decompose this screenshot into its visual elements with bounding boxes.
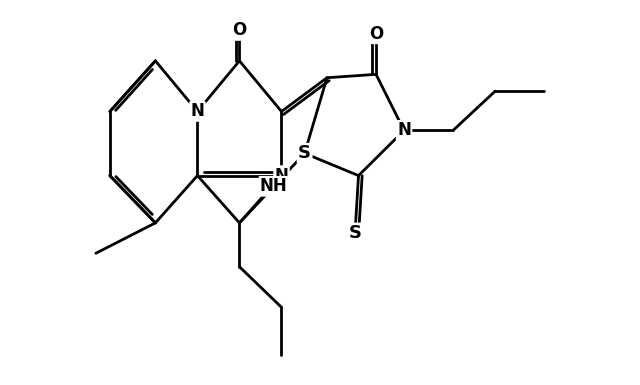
Text: S: S <box>298 144 311 162</box>
Text: NH: NH <box>260 177 288 195</box>
Text: S: S <box>349 224 362 242</box>
Text: N: N <box>275 167 289 185</box>
Text: O: O <box>232 22 246 40</box>
Text: O: O <box>369 25 383 43</box>
Text: N: N <box>191 102 204 121</box>
Text: N: N <box>397 121 411 139</box>
